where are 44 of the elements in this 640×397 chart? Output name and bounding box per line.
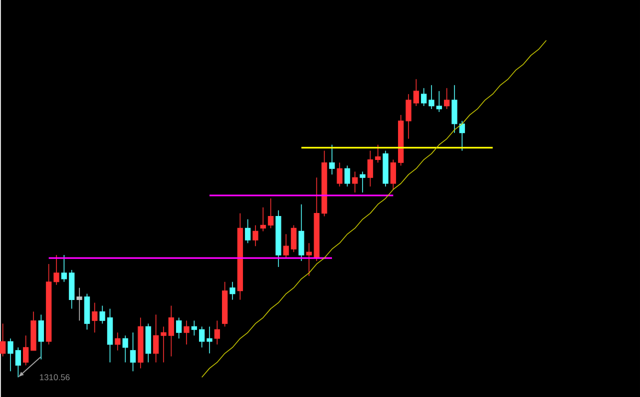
candlestick xyxy=(268,198,274,228)
candlestick xyxy=(176,317,182,339)
candlestick xyxy=(367,150,374,187)
candlestick xyxy=(283,234,289,258)
candlestick xyxy=(184,320,190,345)
annotation: 1310.56 xyxy=(40,374,70,380)
candlestick xyxy=(114,332,120,351)
candlestick xyxy=(244,218,251,244)
candlestick xyxy=(290,224,297,252)
candlestick xyxy=(76,287,82,321)
candlestick xyxy=(436,90,442,112)
candlestick xyxy=(329,144,335,175)
candlestick xyxy=(375,144,381,163)
candlestick xyxy=(252,224,258,246)
candlestick xyxy=(260,206,266,232)
candlestick xyxy=(352,170,358,193)
candlestick xyxy=(413,78,419,106)
candlestick xyxy=(92,302,98,333)
candlestick xyxy=(230,281,236,300)
candlestick xyxy=(360,170,366,193)
candlestick xyxy=(22,334,29,366)
candlestick xyxy=(122,334,128,363)
candlestick xyxy=(54,254,60,286)
candlestick xyxy=(0,322,6,357)
candlestick xyxy=(199,326,205,348)
candlestick xyxy=(206,326,212,354)
candlestick xyxy=(214,320,220,345)
candlestick xyxy=(130,332,136,372)
candlestick xyxy=(168,305,174,357)
candlestick xyxy=(298,204,304,262)
candlestick xyxy=(191,320,198,336)
candlestick xyxy=(390,159,396,190)
candlestick xyxy=(61,254,67,282)
candlestick xyxy=(306,242,312,276)
candlestick xyxy=(444,87,450,110)
candlestick xyxy=(100,305,106,324)
candlestick xyxy=(344,164,350,187)
candlestick xyxy=(406,93,412,139)
candlestick xyxy=(428,84,434,110)
candlestick xyxy=(336,162,342,187)
candlestick xyxy=(38,314,44,360)
candlestick xyxy=(15,346,21,378)
candlestick xyxy=(8,338,14,372)
candlestick xyxy=(421,87,427,106)
